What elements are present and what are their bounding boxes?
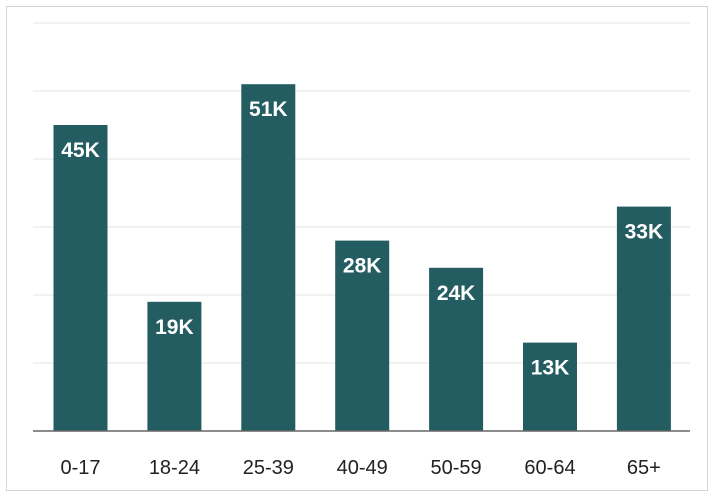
bar-50-59 (429, 267, 484, 431)
x-tick-label: 0-17 (60, 457, 100, 479)
data-label: 28K (343, 255, 382, 278)
bar-65+ (616, 206, 671, 431)
x-tick-label: 25-39 (243, 457, 294, 479)
data-label: 13K (531, 357, 570, 380)
x-tick-label: 50-59 (431, 457, 482, 479)
bars: 45K 19K 51K 28K 24K 13K 33K (53, 84, 671, 431)
data-label: 19K (155, 316, 194, 339)
bar-18-24 (147, 301, 202, 431)
data-label: 33K (625, 221, 664, 244)
gridlines (33, 22, 690, 364)
bar-25-39 (241, 84, 296, 431)
x-tick-label: 65+ (627, 457, 661, 479)
bar-0-17 (53, 125, 108, 431)
data-label: 51K (249, 98, 288, 121)
x-tick-label: 18-24 (149, 457, 200, 479)
data-label: 24K (437, 282, 476, 305)
x-tick-label: 60-64 (524, 457, 575, 479)
bar-60-64 (523, 342, 577, 431)
data-label: 45K (61, 139, 100, 162)
x-axis-ticks: 0-17 18-24 25-39 40-49 50-59 60-64 65+ (60, 457, 660, 479)
bar-40-49 (335, 240, 390, 431)
x-tick-label: 40-49 (337, 457, 388, 479)
